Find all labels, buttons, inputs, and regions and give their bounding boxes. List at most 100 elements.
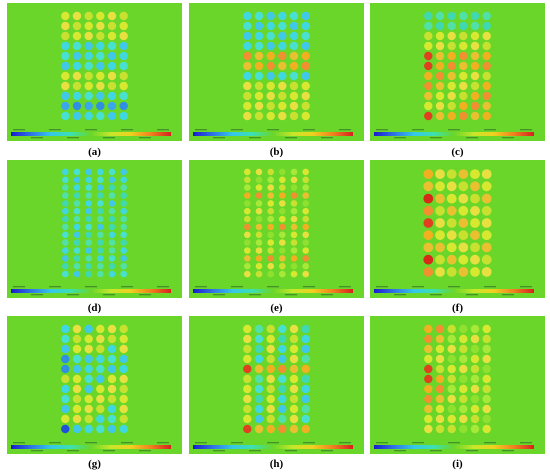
specimen-circle (107, 354, 117, 364)
colorbar-tick-label (267, 129, 279, 131)
specimen-circle (62, 200, 69, 207)
specimen-circle (482, 11, 491, 21)
colorbar-tick-label (249, 450, 261, 452)
colorbar-tick-label (249, 137, 261, 139)
specimen-circle (84, 101, 93, 111)
specimen-circle (458, 218, 469, 228)
specimen-circle (470, 414, 480, 424)
specimen-circle (278, 384, 287, 394)
colorbar (11, 445, 171, 449)
specimen-circle (254, 324, 264, 334)
specimen-circle (107, 404, 117, 414)
specimen-circle (254, 31, 264, 41)
specimen-circle (435, 354, 445, 364)
specimen-circle (119, 101, 128, 111)
specimen-circle (243, 71, 252, 81)
colorbar-tick-label (31, 294, 43, 296)
specimen-circle (255, 270, 263, 278)
specimen-circle (278, 414, 287, 424)
specimen-circle (61, 71, 70, 81)
specimen-circle (243, 324, 252, 334)
specimen-circle (72, 354, 82, 364)
specimen-circle (120, 192, 127, 199)
specimen-circle (254, 394, 264, 404)
specimen-circle (278, 21, 287, 31)
specimen-circle (119, 384, 128, 394)
specimen-circle (61, 51, 70, 61)
specimen-circle (289, 51, 299, 61)
specimen-circle (289, 41, 299, 51)
specimen-circle (62, 247, 69, 254)
specimen-circle (255, 176, 263, 184)
colorbar-tick-label (412, 129, 424, 131)
specimen-circle (302, 255, 309, 262)
specimen-circle (244, 192, 251, 199)
specimen-circle (447, 21, 456, 31)
specimen-circle (107, 41, 117, 51)
panel-caption: (c) (451, 146, 464, 158)
specimen-circle (289, 354, 299, 364)
specimen-circle (470, 193, 480, 204)
colorbar-tick-label (157, 442, 169, 444)
specimen-circle (107, 324, 117, 334)
colorbar (11, 132, 171, 136)
specimen-circle (96, 364, 105, 374)
specimen-circle (447, 424, 456, 434)
specimen-circle (289, 424, 299, 434)
specimen-circle (482, 374, 491, 384)
specimen-circle (108, 215, 116, 223)
specimen-circle (447, 394, 456, 404)
specimen-circle (254, 404, 264, 414)
specimen-circle (97, 239, 104, 246)
specimen-circle (435, 51, 445, 61)
specimen-circle (482, 21, 491, 31)
specimen-circle (278, 41, 287, 51)
specimen-circle (470, 364, 480, 374)
specimen-circle (255, 255, 263, 262)
colorbar-tick-label (103, 137, 115, 139)
specimen-circle (108, 262, 116, 270)
specimen-circle (243, 344, 252, 354)
colorbar-tick-label (430, 450, 442, 452)
specimen-circle (470, 374, 480, 384)
specimen-circle (302, 262, 309, 270)
specimen-circle (279, 192, 286, 199)
specimen-circle (482, 111, 491, 121)
specimen-circle (481, 267, 492, 277)
specimen-circle (279, 255, 286, 262)
specimen-circle (302, 168, 309, 176)
colorbar-tick-label (448, 286, 460, 288)
specimen-circle (255, 184, 263, 191)
colorbar (374, 132, 534, 136)
colorbar-tick-label (394, 137, 406, 139)
specimen-circle (84, 21, 93, 31)
specimen-circle (96, 394, 105, 404)
specimen-circle (278, 424, 287, 434)
specimen-circle (289, 71, 299, 81)
specimen-circle (302, 270, 309, 278)
specimen-circle (85, 215, 92, 223)
colorbar-tick-label (285, 137, 297, 139)
specimen-circle (435, 267, 445, 277)
specimen-circle (96, 11, 105, 21)
specimen-circle (302, 200, 309, 207)
specimen-circle (482, 91, 491, 101)
specimen-circle (255, 192, 263, 199)
colorbar-tick-label (448, 129, 460, 131)
specimen-circle (459, 414, 468, 424)
specimen-circle (458, 254, 469, 265)
specimen-circle (119, 324, 128, 334)
specimen-circle (120, 184, 127, 191)
specimen-circle (470, 71, 480, 81)
specimen-circle (446, 193, 457, 204)
specimen-circle (470, 169, 480, 179)
specimen-circle (435, 71, 445, 81)
specimen-circle (84, 394, 93, 404)
colorbar-tick-label (103, 450, 115, 452)
specimen-circle (470, 254, 480, 265)
specimen-circle (62, 255, 69, 262)
specimen-circle (266, 394, 275, 404)
specimen-circle (61, 101, 70, 111)
specimen-circle (84, 71, 93, 81)
specimen-circle (62, 231, 69, 239)
